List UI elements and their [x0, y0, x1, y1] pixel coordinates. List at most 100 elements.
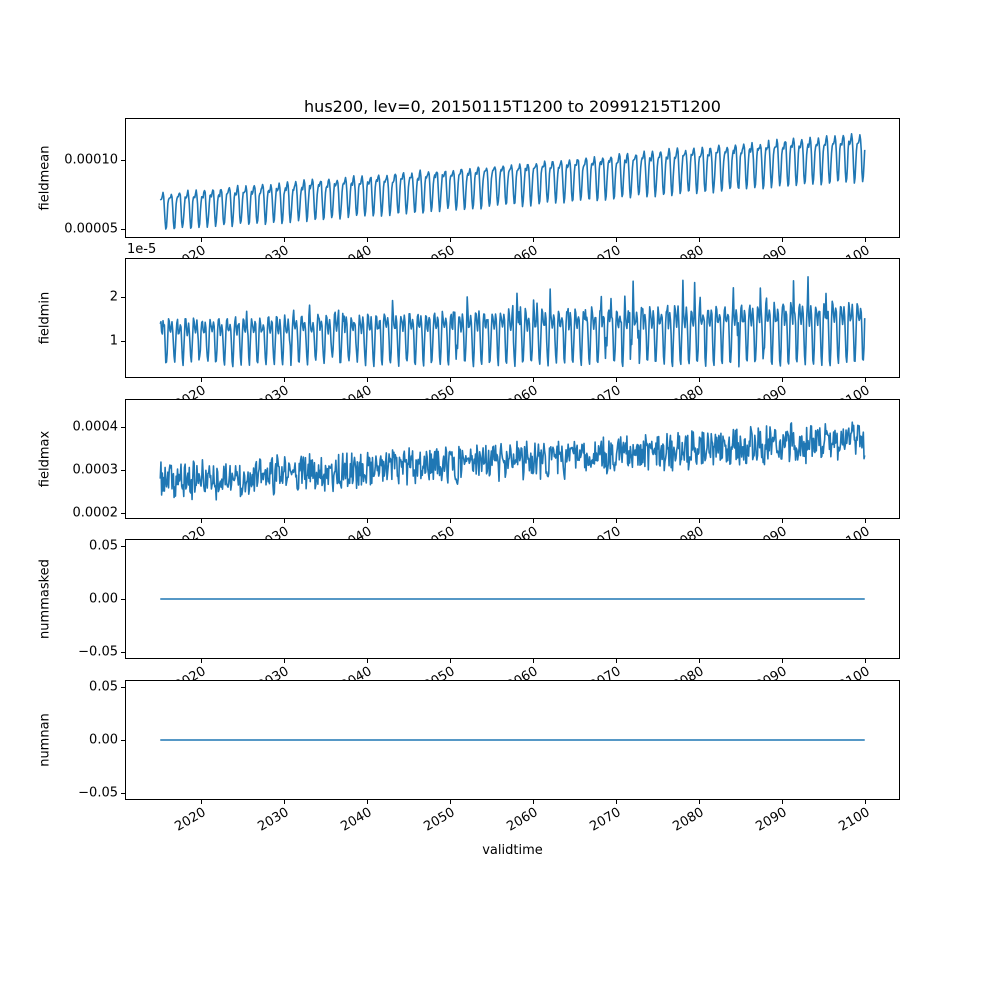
x-tick-mark: [450, 519, 452, 523]
x-tick-mark: [699, 659, 701, 663]
plot-area: [125, 399, 900, 519]
x-tick-mark: [616, 659, 618, 663]
y-tick-label: 0.00005: [64, 221, 118, 236]
y-tick-mark: [121, 599, 125, 600]
y-tick-mark: [121, 228, 125, 230]
y-tick-label: 0.0002: [72, 505, 119, 521]
plot-area: [125, 118, 900, 238]
y-tick-label: −0.05: [78, 785, 118, 801]
x-tick-mark: [284, 800, 286, 804]
plot-area: [125, 680, 900, 800]
y-tick-label: 0.05: [89, 538, 118, 554]
y-tick-mark: [121, 792, 125, 794]
y-tick-mark: [121, 687, 125, 689]
x-tick-mark: [367, 659, 369, 663]
y-tick-label: 0.05: [89, 679, 118, 695]
y-tick-mark: [121, 470, 125, 471]
x-tick-mark: [865, 519, 867, 523]
plot-area: [125, 539, 900, 659]
x-tick-mark: [450, 238, 452, 242]
x-tick-mark: [699, 238, 701, 242]
x-tick-mark: [450, 659, 452, 663]
x-tick-mark: [367, 519, 369, 523]
x-tick-mark: [699, 378, 701, 382]
x-tick-mark: [533, 238, 535, 242]
x-tick-label: 2020: [172, 805, 209, 835]
y-axis-title-fieldmean: fieldmean: [37, 145, 53, 211]
x-tick-mark: [284, 378, 286, 382]
y-tick-label: 0.00: [89, 732, 118, 748]
axes-nummasked: 0.05 0.00 −0.05 2020 2030 2040 2050 2060 2070 208…: [38, 539, 900, 694]
y-tick-label: −0.05: [78, 644, 118, 660]
y-tick-mark: [121, 740, 125, 741]
y-tick-mark: [121, 546, 125, 548]
y-axis-title-nummasked: nummasked: [37, 559, 53, 639]
plot-area: [125, 258, 900, 378]
series-line-fieldmax: [159, 421, 866, 501]
y-axis-title-fieldmax: fieldmax: [37, 430, 53, 488]
x-tick-mark: [450, 378, 452, 382]
x-tick-label: 2090: [753, 805, 790, 835]
x-tick-label: 2050: [421, 805, 458, 835]
x-tick-mark: [450, 800, 452, 804]
axes-fieldmax: 0.0002 0.0003 0.0004 2020 2030 2040 2050 2060 20…: [38, 399, 900, 554]
x-tick-mark: [865, 659, 867, 663]
x-tick-label: 2070: [587, 805, 624, 835]
x-tick-mark: [533, 519, 535, 523]
x-tick-mark: [865, 378, 867, 382]
y-tick-label: 0.00010: [64, 152, 118, 168]
x-tick-label: 2100: [836, 805, 873, 835]
y-axis-title-fieldmin: fieldmin: [37, 291, 53, 345]
x-tick-mark: [616, 378, 618, 382]
y-tick-mark: [121, 427, 125, 428]
series-line-fieldmin: [159, 276, 866, 368]
x-tick-mark: [201, 378, 203, 382]
x-tick-mark: [201, 238, 203, 242]
x-tick-mark: [699, 519, 701, 523]
x-tick-mark: [616, 800, 618, 804]
x-tick-mark: [201, 659, 203, 663]
x-tick-mark: [367, 238, 369, 242]
x-tick-label: 2040: [338, 805, 375, 835]
x-tick-mark: [533, 659, 535, 663]
x-tick-label: 2060: [504, 805, 541, 835]
x-tick-mark: [367, 378, 369, 382]
y-axis-title-numnan: numnan: [37, 713, 53, 767]
x-axis-label: validtime: [482, 843, 543, 858]
x-tick-label: 2030: [255, 805, 292, 835]
y-tick-label: 2: [109, 289, 118, 305]
x-tick-mark: [616, 519, 618, 523]
x-tick-mark: [782, 378, 784, 382]
y-tick-label: 0.00: [89, 591, 118, 607]
x-tick-mark: [782, 659, 784, 663]
x-tick-mark: [782, 519, 784, 523]
series-line-fieldmean: [159, 133, 866, 230]
x-tick-mark: [865, 238, 867, 242]
x-tick-mark: [201, 519, 203, 523]
x-tick-mark: [284, 519, 286, 523]
y-tick-label: 0.0004: [72, 419, 119, 435]
y-tick-label: 1: [109, 333, 118, 349]
x-tick-mark: [284, 238, 286, 242]
x-tick-mark: [201, 800, 203, 804]
axes-fieldmin: 1 2 2020 2030 2040 2050 2060 2070 2080 2090 2100 fi…: [38, 242, 900, 413]
x-tick-mark: [284, 659, 286, 663]
x-tick-label: 2080: [670, 805, 707, 835]
y-tick-mark: [121, 651, 125, 653]
x-tick-mark: [616, 238, 618, 242]
y-tick-mark: [121, 513, 125, 514]
x-tick-mark: [782, 800, 784, 804]
chart-title: hus200, lev=0, 20150115T1200 to 20991215…: [304, 97, 721, 116]
x-tick-mark: [367, 800, 369, 804]
axes-fieldmean: 0.00005 0.00010 2020 2030 2040 2050 2060 2070 20…: [38, 118, 900, 273]
y-tick-mark: [121, 297, 125, 299]
x-tick-mark: [699, 800, 701, 804]
y-tick-mark: [121, 341, 125, 343]
axes-numnan: 0.05 0.00 −0.05 2020 2030 2040 2050 2060 2070 208…: [38, 680, 900, 835]
x-tick-mark: [533, 800, 535, 804]
x-tick-mark: [865, 800, 867, 804]
y-tick-label: 0.0003: [72, 462, 119, 478]
y-tick-mark: [121, 160, 125, 162]
axis-offset-label: 1e-5: [127, 242, 157, 257]
